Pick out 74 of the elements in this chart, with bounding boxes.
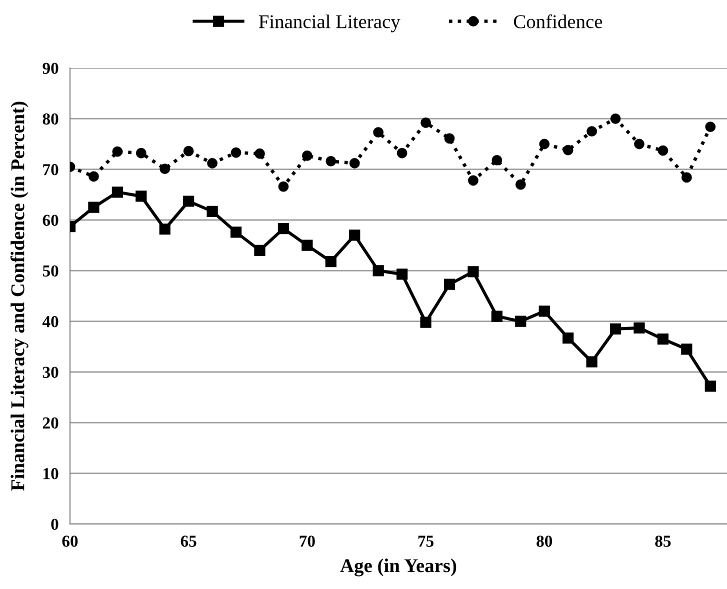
point [325,256,336,268]
y-tick-label: 0 [51,518,58,530]
x-tick-label: 60 [62,536,78,547]
y-tick-label: 10 [44,468,58,480]
y-tick-label: 70 [43,164,58,176]
point [302,240,313,251]
point [586,356,598,368]
y-tick-label: 30 [42,366,58,378]
point [634,322,645,334]
point [562,144,574,156]
point [136,148,146,158]
point [136,190,147,202]
point [681,344,692,355]
point [278,181,289,192]
point [420,316,432,328]
legend-label: Confidence [514,14,602,28]
point [468,175,478,186]
point [634,138,644,150]
point [349,230,360,241]
y-tick-label: 80 [42,113,58,125]
y-axis-title: Financial Literacy and Confidence (in Percent) [10,102,28,491]
point [396,268,408,280]
point [610,113,621,124]
y-tick-label: 60 [42,214,58,226]
point [681,172,692,183]
point [396,148,408,158]
point [705,122,716,132]
point [112,186,123,198]
y-tick-label: 40 [42,316,58,328]
x-tick-label: 75 [418,536,434,547]
point [515,316,526,327]
point [538,306,550,317]
point [183,196,194,207]
point [183,146,194,156]
point [704,380,716,392]
x-tick-label: 85 [655,536,671,547]
point [254,244,266,256]
point [610,323,622,334]
point [207,158,218,168]
point [562,332,574,344]
point [658,145,668,156]
point [468,266,479,278]
legend-label: Financial Literacy [258,14,400,32]
point [159,224,170,235]
point [349,158,360,168]
point [420,118,431,128]
point [278,223,290,234]
point [586,126,598,137]
point [326,156,336,166]
point [112,146,123,157]
point [373,127,384,138]
point [230,147,242,158]
point [302,150,312,161]
point [492,155,502,166]
point [88,202,100,213]
y-tick-label: 50 [42,265,58,277]
point [444,133,455,144]
x-tick-label: 80 [536,536,552,547]
point [515,179,526,190]
x-axis-title: Age (in Years) [340,558,456,576]
x-tick-label: 70 [300,536,315,547]
point [657,334,669,345]
point [539,138,550,150]
point [88,171,99,182]
point [160,164,170,174]
point [491,310,502,322]
point [444,278,456,290]
x-tick-label: 65 [180,536,196,547]
y-tick-label: 20 [42,417,58,429]
point [372,265,384,276]
point [230,226,242,238]
point [254,148,265,159]
point [206,206,218,217]
y-tick-label: 90 [42,62,58,74]
